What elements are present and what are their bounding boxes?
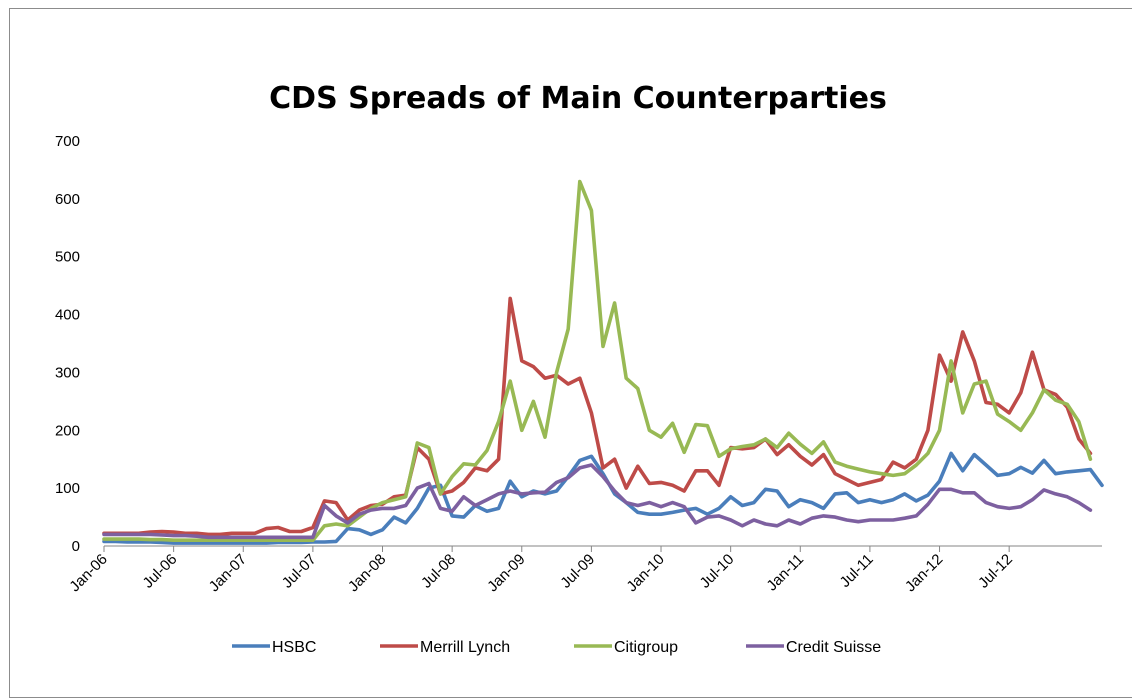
x-tick-label: Jul-10 (697, 551, 738, 592)
x-tick-label: Jul-09 (557, 551, 598, 592)
legend-label: Merrill Lynch (420, 639, 510, 656)
series-line-credit-suisse (102, 463, 1093, 540)
x-tick-label: Jul-12 (975, 551, 1016, 592)
x-tick-label: Jan-12 (902, 551, 946, 595)
x-tick-label: Jan-09 (484, 551, 528, 595)
y-tick-label: 700 (55, 133, 80, 150)
series-line-citigroup (102, 179, 1093, 543)
x-tick-label: Jan-08 (345, 551, 389, 595)
chart-frame (9, 8, 1132, 698)
series-lines (102, 179, 1104, 545)
y-tick-label: 0 (72, 538, 80, 555)
series-line-hsbc (102, 451, 1104, 545)
chart-title: CDS Spreads of Main Counterparties (269, 81, 887, 116)
x-tick-label: Jul-11 (837, 551, 877, 591)
y-tick-label: 500 (55, 249, 80, 266)
y-tick-label: 600 (55, 191, 80, 208)
x-tick-label: Jul-06 (140, 551, 181, 592)
y-axis: 0 100 200 300 400 500 600 700 (55, 133, 80, 555)
y-tick-label: 300 (55, 364, 80, 381)
x-tick-label: Jan-11 (763, 551, 807, 595)
legend-label: Citigroup (614, 639, 678, 656)
x-tick-label: Jan-10 (623, 551, 667, 595)
x-tick-label: Jul-08 (418, 551, 459, 592)
y-tick-label: 200 (55, 422, 80, 439)
x-tick-label: Jan-07 (206, 551, 250, 595)
legend: HSBC Merrill Lynch Citigroup Credit Suisse (232, 639, 881, 656)
y-tick-label: 100 (55, 480, 80, 497)
y-tick-label: 400 (55, 307, 80, 324)
series-line-merrill-lynch (102, 296, 1093, 537)
x-axis: Jan-06 Jul-06 Jan-07 Jul-07 Jan-08 Jul-08 Jan-… (66, 546, 1016, 595)
x-tick-label: Jul-07 (279, 551, 320, 592)
x-tick-label: Jan-06 (66, 551, 110, 595)
legend-label: Credit Suisse (786, 639, 881, 656)
legend-label: HSBC (272, 639, 316, 656)
line-chart: CDS Spreads of Main Counterparties 0 100 2… (55, 81, 1104, 656)
